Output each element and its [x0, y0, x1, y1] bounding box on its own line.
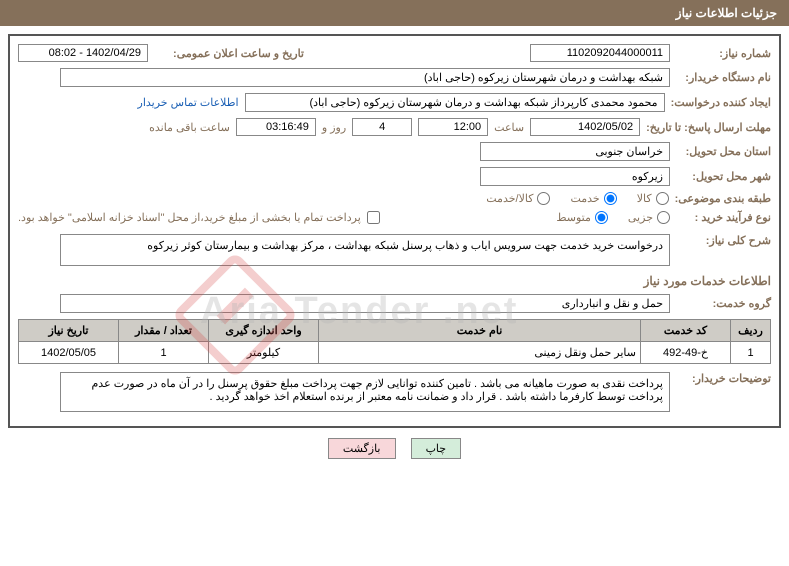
treasury-note: پرداخت تمام یا بخشی از مبلغ خرید،از محل …	[18, 211, 361, 224]
th-row: ردیف	[731, 320, 771, 342]
cell-row: 1	[731, 342, 771, 364]
radio-service[interactable]: خدمت	[570, 192, 616, 205]
services-table: ردیف کد خدمت نام خدمت واحد اندازه گیری ت…	[18, 319, 771, 364]
treasury-checkbox[interactable]	[367, 211, 380, 224]
remain-label: ساعت باقی مانده	[149, 121, 230, 134]
main-frame: شماره نیاز: 1102092044000011 تاریخ و ساع…	[8, 34, 781, 428]
button-bar: چاپ بازگشت	[0, 438, 789, 459]
city-label: شهر محل تحویل:	[676, 170, 771, 183]
deadline-label: مهلت ارسال پاسخ: تا تاریخ:	[646, 121, 771, 134]
table-row: 1 خ-49-492 سایر حمل ونقل زمینی کیلومتر 1…	[19, 342, 771, 364]
cell-qty: 1	[119, 342, 209, 364]
deadline-date: 1402/05/02	[530, 118, 640, 136]
buyer-notes-value: پرداخت نقدی به صورت ماهیانه می باشد . تا…	[60, 372, 670, 412]
days-label: روز و	[322, 121, 346, 134]
subject-class-group: کالا خدمت کالا/خدمت	[486, 192, 668, 205]
buyer-notes-label: توضیحات خریدار:	[676, 372, 771, 385]
radio-minor[interactable]: جزیی	[628, 211, 670, 224]
service-group-label: گروه خدمت:	[676, 297, 771, 310]
radio-goods-service[interactable]: کالا/خدمت	[486, 192, 550, 205]
th-code: کد خدمت	[641, 320, 731, 342]
purchase-type-label: نوع فرآیند خرید :	[676, 211, 771, 224]
announce-date-value: 1402/04/29 - 08:02	[18, 44, 148, 62]
cell-code: خ-49-492	[641, 342, 731, 364]
buyer-org-value: شبکه بهداشت و درمان شهرستان زیرکوه (حاجی…	[60, 68, 670, 87]
cell-name: سایر حمل ونقل زمینی	[319, 342, 641, 364]
subject-class-label: طبقه بندی موضوعی:	[675, 192, 771, 205]
cell-date: 1402/05/05	[19, 342, 119, 364]
radio-medium[interactable]: متوسط	[556, 211, 608, 224]
requester-label: ایجاد کننده درخواست:	[671, 96, 771, 109]
th-unit: واحد اندازه گیری	[209, 320, 319, 342]
province-value: خراسان جنوبی	[480, 142, 670, 161]
announce-date-label: تاریخ و ساعت اعلان عمومی:	[154, 47, 304, 60]
requester-value: محمود محمدی کارپرداز شبکه بهداشت و درمان…	[245, 93, 665, 112]
service-group-value: حمل و نقل و انبارداری	[60, 294, 670, 313]
buyer-contact-link[interactable]: اطلاعات تماس خریدار	[138, 96, 239, 109]
deadline-days: 4	[352, 118, 412, 136]
th-name: نام خدمت	[319, 320, 641, 342]
back-button[interactable]: بازگشت	[328, 438, 396, 459]
page-header: جزئیات اطلاعات نیاز	[0, 0, 789, 26]
cell-unit: کیلومتر	[209, 342, 319, 364]
time-label: ساعت	[494, 121, 524, 134]
radio-goods[interactable]: کالا	[637, 192, 669, 205]
services-section-title: اطلاعات خدمات مورد نیاز	[18, 274, 771, 288]
page-title: جزئیات اطلاعات نیاز	[676, 6, 777, 20]
deadline-remain: 03:16:49	[236, 118, 316, 136]
purchase-type-group: جزیی متوسط	[556, 211, 670, 224]
deadline-time: 12:00	[418, 118, 488, 136]
general-desc-label: شرح کلی نیاز:	[676, 234, 771, 247]
city-value: زیرکوه	[480, 167, 670, 186]
need-number-label: شماره نیاز:	[676, 47, 771, 60]
table-header-row: ردیف کد خدمت نام خدمت واحد اندازه گیری ت…	[19, 320, 771, 342]
general-desc-value: درخواست خرید خدمت جهت سرویس ایاب و ذهاب …	[60, 234, 670, 266]
need-number-value: 1102092044000011	[530, 44, 670, 62]
buyer-org-label: نام دستگاه خریدار:	[676, 71, 771, 84]
th-date: تاریخ نیاز	[19, 320, 119, 342]
province-label: استان محل تحویل:	[676, 145, 771, 158]
th-qty: تعداد / مقدار	[119, 320, 209, 342]
print-button[interactable]: چاپ	[411, 438, 462, 459]
